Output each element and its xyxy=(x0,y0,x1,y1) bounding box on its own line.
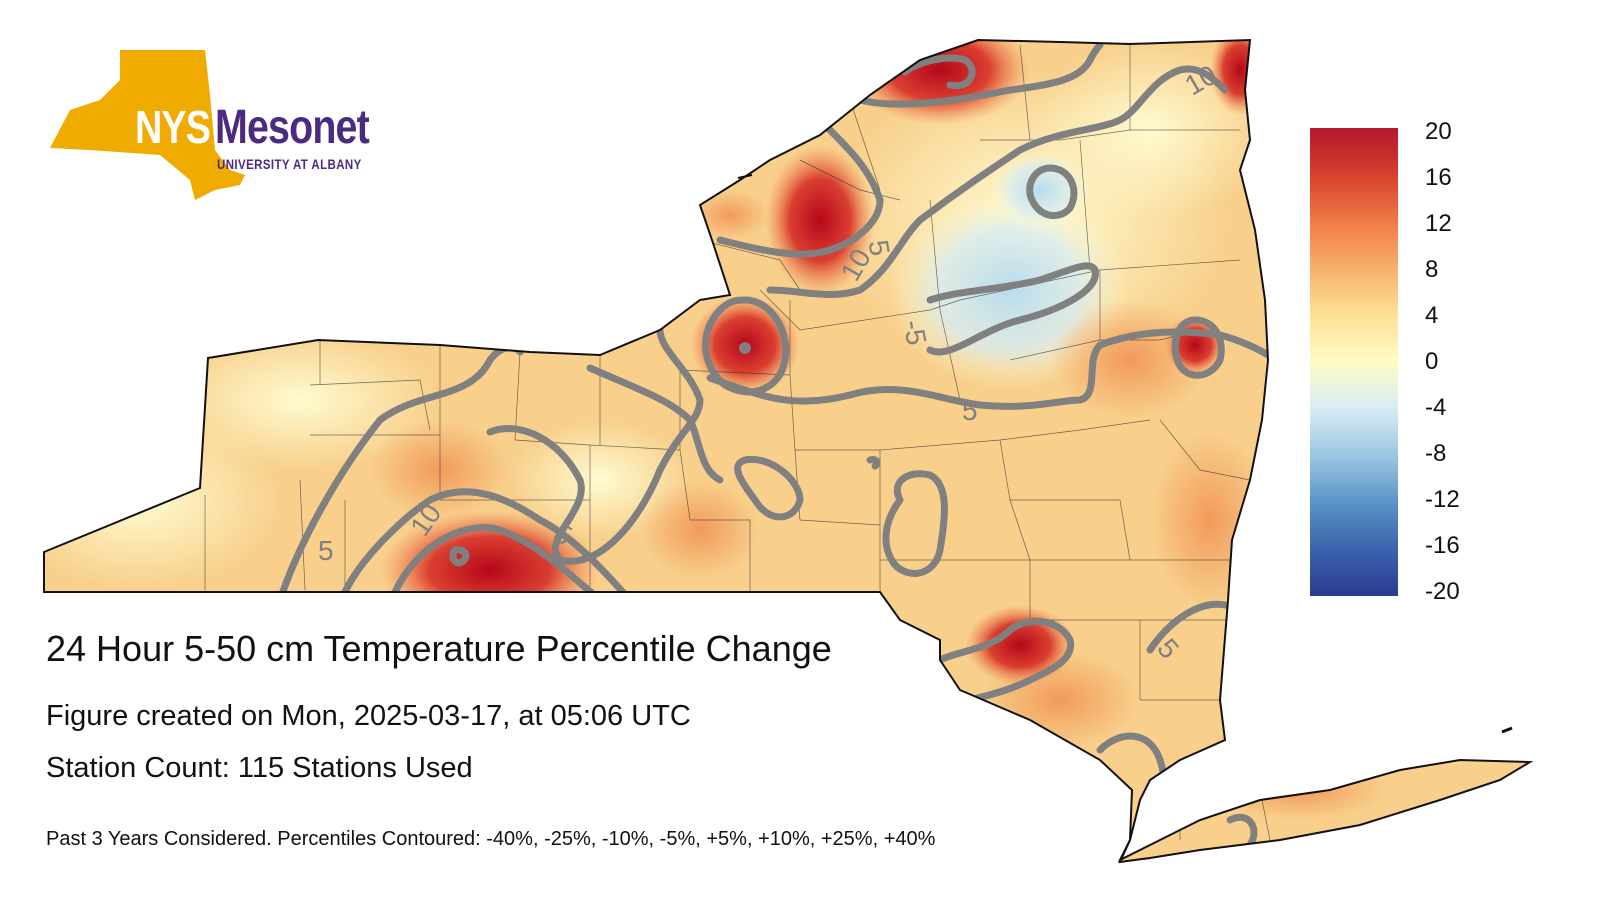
colorbar-tick: 8 xyxy=(1425,256,1439,283)
contour-label: -5 xyxy=(898,318,933,348)
contour-label: 5 xyxy=(962,395,978,426)
logo: NYS Mesonet UNIVERSITY AT ALBANY xyxy=(45,48,405,208)
contour-lines xyxy=(276,41,1272,849)
colorbar-tick: 12 xyxy=(1425,210,1452,237)
colorbar-tick: -12 xyxy=(1425,486,1460,513)
logo-mesonet-text: Mesonet xyxy=(215,101,370,154)
colorbar-tick: -4 xyxy=(1425,394,1447,421)
colorbar-tick: -20 xyxy=(1425,578,1460,605)
contour-label: 5 xyxy=(318,535,334,566)
island-mark xyxy=(737,174,753,179)
footnote: Past 3 Years Considered. Percentiles Con… xyxy=(46,828,936,850)
island-mark-east xyxy=(1501,726,1513,734)
colorbar-tick: -16 xyxy=(1425,532,1460,559)
station-count: Station Count: 115 Stations Used xyxy=(46,752,473,784)
contour-dot xyxy=(739,342,751,354)
colorbar-tick: 20 xyxy=(1425,118,1452,145)
contour-label: 5 xyxy=(863,238,896,259)
map-title: 24 Hour 5-50 cm Temperature Percentile C… xyxy=(46,628,832,669)
logo-subtitle: UNIVERSITY AT ALBANY xyxy=(217,156,362,172)
colorbar xyxy=(1310,128,1398,596)
logo-nys-text: NYS xyxy=(135,101,211,153)
created-timestamp: Figure created on Mon, 2025-03-17, at 05… xyxy=(46,700,691,732)
colorbar-tick: 0 xyxy=(1425,348,1439,375)
colorbar-tick: 16 xyxy=(1425,164,1452,191)
colorbar-tick: -8 xyxy=(1425,440,1447,467)
colorbar-tick: 4 xyxy=(1425,302,1439,329)
logo-state-shape xyxy=(50,50,245,200)
